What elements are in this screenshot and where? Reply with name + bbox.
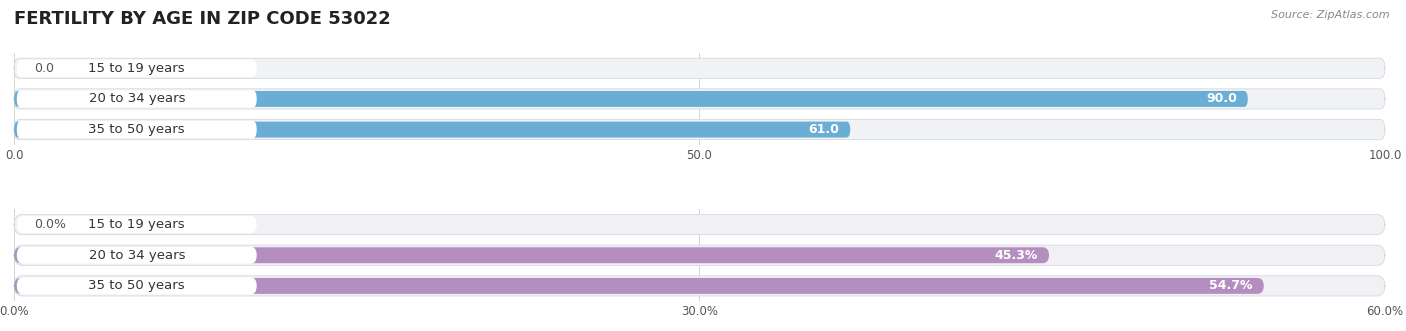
FancyBboxPatch shape <box>14 276 1385 296</box>
FancyBboxPatch shape <box>14 245 1385 265</box>
Text: Source: ZipAtlas.com: Source: ZipAtlas.com <box>1271 10 1389 20</box>
FancyBboxPatch shape <box>14 121 851 138</box>
FancyBboxPatch shape <box>14 278 1264 294</box>
Text: 15 to 19 years: 15 to 19 years <box>89 218 186 231</box>
Text: 0.0%: 0.0% <box>35 218 66 231</box>
FancyBboxPatch shape <box>14 247 1049 263</box>
FancyBboxPatch shape <box>14 119 1385 140</box>
FancyBboxPatch shape <box>17 247 257 264</box>
FancyBboxPatch shape <box>17 216 257 233</box>
Text: 45.3%: 45.3% <box>994 249 1038 262</box>
FancyBboxPatch shape <box>17 60 257 77</box>
FancyBboxPatch shape <box>17 277 257 295</box>
Text: 15 to 19 years: 15 to 19 years <box>89 62 186 75</box>
FancyBboxPatch shape <box>14 58 1385 78</box>
Text: FERTILITY BY AGE IN ZIP CODE 53022: FERTILITY BY AGE IN ZIP CODE 53022 <box>14 10 391 28</box>
Text: 90.0: 90.0 <box>1206 92 1237 106</box>
Text: 20 to 34 years: 20 to 34 years <box>89 92 186 106</box>
Text: 20 to 34 years: 20 to 34 years <box>89 249 186 262</box>
Text: 35 to 50 years: 35 to 50 years <box>89 123 186 136</box>
FancyBboxPatch shape <box>17 90 257 108</box>
FancyBboxPatch shape <box>14 89 1385 109</box>
FancyBboxPatch shape <box>14 91 1249 107</box>
Text: 54.7%: 54.7% <box>1209 279 1253 292</box>
Text: 61.0: 61.0 <box>808 123 839 136</box>
FancyBboxPatch shape <box>14 214 1385 235</box>
FancyBboxPatch shape <box>17 121 257 138</box>
Text: 0.0: 0.0 <box>35 62 55 75</box>
Text: 35 to 50 years: 35 to 50 years <box>89 279 186 292</box>
